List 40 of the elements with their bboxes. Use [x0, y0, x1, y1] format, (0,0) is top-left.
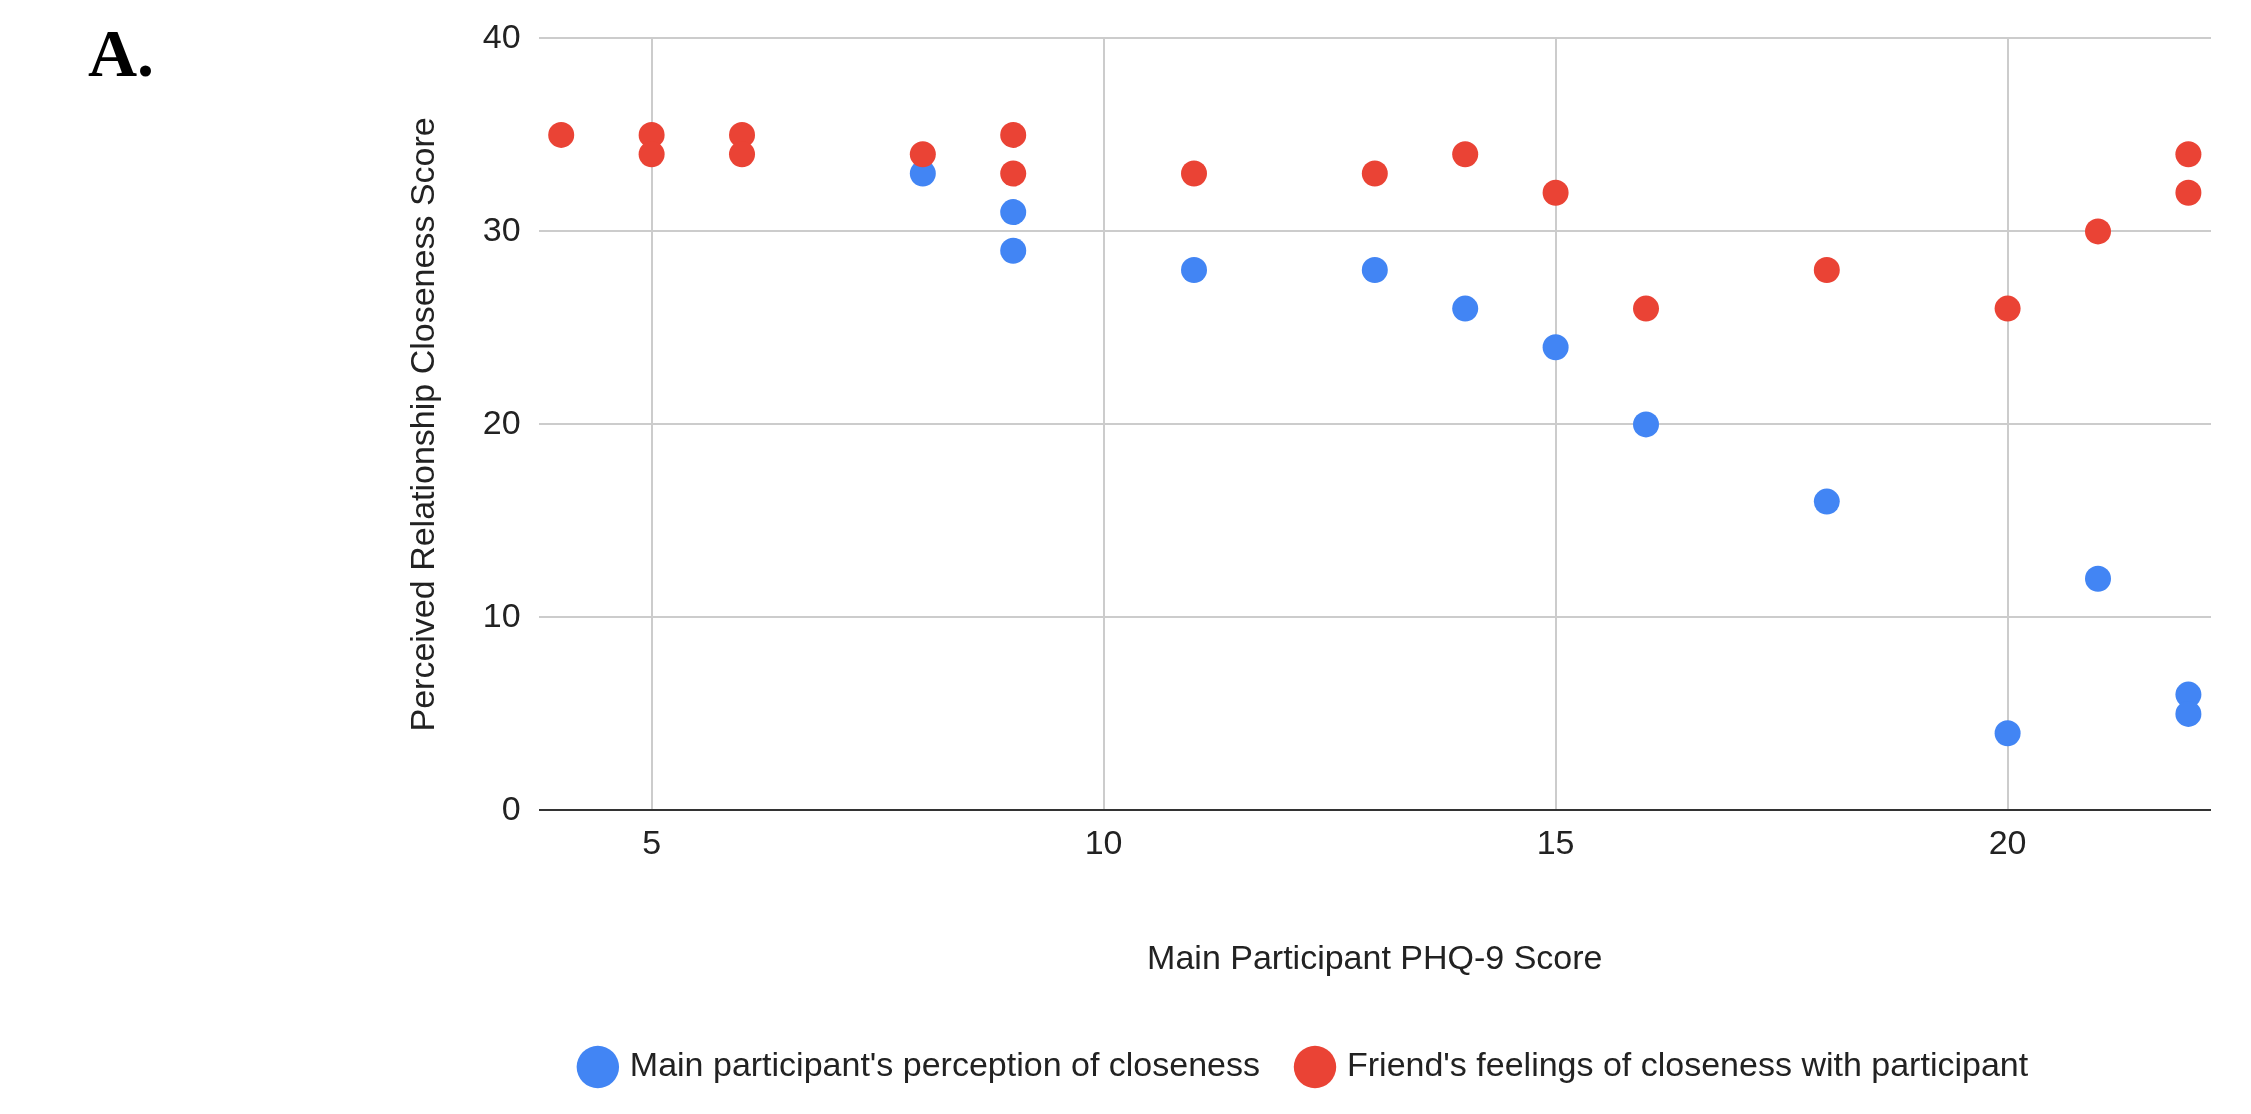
- x-tick-label: 10: [1084, 823, 1123, 862]
- point: [2085, 565, 2111, 592]
- y-axis-title: Perceived Relationship Closeness Score: [402, 117, 441, 732]
- point: [1181, 257, 1208, 283]
- point: [1994, 295, 2021, 322]
- y-tick-label: 0: [501, 788, 521, 827]
- x-tick-label: 5: [642, 823, 662, 862]
- point: [2175, 179, 2202, 206]
- point: [548, 121, 575, 148]
- point: [1000, 237, 1027, 264]
- legend-label: Friend's feelings of closeness with participant: [1347, 1045, 2029, 1084]
- point: [1452, 141, 1479, 168]
- legend-label: Main participant's perception of closeness: [629, 1045, 1261, 1084]
- x-axis-title: Main Participant PHQ-9 Score: [1147, 937, 1603, 976]
- point: [1361, 160, 1388, 187]
- y-tick-label: 40: [482, 16, 521, 55]
- point: [1633, 411, 1660, 438]
- point: [1452, 295, 1479, 322]
- point: [1813, 257, 1840, 283]
- point: [1000, 199, 1027, 226]
- point: [1361, 257, 1388, 283]
- point: [2085, 218, 2111, 245]
- point: [1542, 179, 1569, 206]
- point: [1000, 160, 1027, 187]
- point: [2175, 141, 2202, 168]
- point: [1813, 488, 1840, 515]
- point: [1994, 720, 2021, 747]
- y-tick-label: 10: [482, 595, 521, 634]
- y-tick-label: 20: [482, 402, 521, 441]
- x-tick-label: 20: [1988, 823, 2027, 862]
- point: [1633, 295, 1660, 322]
- point: [1000, 121, 1027, 148]
- point: [729, 141, 756, 168]
- point: [1542, 334, 1569, 361]
- text: A.: [88, 14, 155, 93]
- x-tick-label: 15: [1536, 823, 1575, 862]
- point: [1181, 160, 1208, 187]
- point: [638, 141, 665, 168]
- point: [909, 141, 936, 168]
- y-tick-label: 30: [482, 209, 521, 248]
